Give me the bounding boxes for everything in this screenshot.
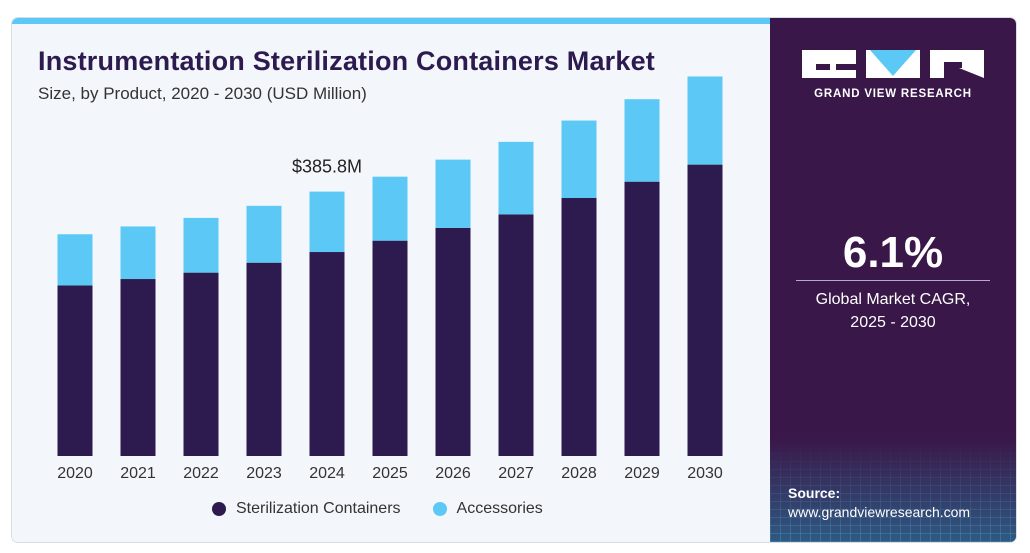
bar-accessories-2028 (561, 120, 597, 199)
x-tick-label-2027: 2027 (498, 465, 534, 482)
bar-accessories-2022 (183, 217, 219, 273)
cagr-divider (796, 280, 990, 281)
x-tick-label-2021: 2021 (120, 465, 156, 482)
bar-accessories-2024 (309, 191, 345, 253)
legend-swatch-accessories (432, 502, 447, 516)
x-tick-label-2023: 2023 (246, 465, 282, 482)
bar-sterilization-containers-2030 (687, 164, 723, 456)
chart-legend: Sterilization Containers Accessories (212, 500, 575, 518)
legend-swatch-sterilization-containers (212, 502, 226, 516)
bar-accessories-2020 (57, 234, 93, 286)
bar-sterilization-containers-2022 (183, 272, 219, 456)
bar-accessories-2027 (498, 141, 534, 215)
x-tick-label-2029: 2029 (624, 465, 660, 482)
x-tick-label-2028: 2028 (561, 465, 597, 482)
bar-accessories-2025 (372, 176, 408, 241)
top-accent-bar (12, 18, 770, 24)
x-tick-label-2030: 2030 (687, 465, 723, 482)
x-tick-label-2026: 2026 (435, 465, 471, 482)
legend-item-sterilization-containers: Sterilization Containers (212, 500, 401, 518)
bar-sterilization-containers-2023 (246, 262, 282, 456)
x-tick-label-2025: 2025 (372, 465, 408, 482)
bar-sterilization-containers-2028 (561, 198, 597, 456)
source-title: Source: (788, 485, 841, 501)
chart-subtitle: Size, by Product, 2020 - 2030 (USD Milli… (38, 84, 367, 103)
source-block: Source: www.grandviewresearch.com (788, 484, 970, 522)
legend-item-accessories: Accessories (432, 500, 543, 518)
cagr-value: 6.1% (842, 228, 944, 277)
bar-accessories-2029 (624, 99, 660, 182)
bar-accessories-2023 (246, 205, 282, 263)
cagr-label-line1: Global Market CAGR, (815, 291, 971, 308)
source-url[interactable]: www.grandviewresearch.com (788, 504, 971, 520)
infographic-frame: Instrumentation Sterilization Containers… (12, 18, 1016, 542)
cagr-label: Global Market CAGR, 2025 - 2030 (770, 288, 1016, 334)
legend-label-sterilization-containers: Sterilization Containers (236, 500, 401, 517)
x-tick-label-2020: 2020 (57, 465, 93, 482)
chart-panel: Instrumentation Sterilization Containers… (12, 18, 770, 542)
chart-title: Instrumentation Sterilization Containers… (38, 46, 655, 76)
bar-sterilization-containers-2025 (372, 240, 408, 456)
decorative-grid-background (770, 438, 1016, 542)
bar-sterilization-containers-2020 (57, 285, 93, 456)
bar-sterilization-containers-2021 (120, 279, 156, 456)
grand-view-research-logo (802, 50, 984, 78)
bar-accessories-2026 (435, 159, 471, 228)
bar-chart: 2020 2021 2022 2023 2024 2025 2026 2027 2028 2029… (57, 76, 723, 482)
legend-label-accessories: Accessories (456, 500, 543, 517)
bar-sterilization-containers-2027 (498, 214, 534, 456)
data-label-2024: $385.8M (292, 157, 362, 177)
cagr-label-line2: 2025 - 2030 (850, 314, 936, 331)
bar-sterilization-containers-2026 (435, 227, 471, 456)
bar-accessories-2030 (687, 76, 723, 165)
x-tick-label-2024: 2024 (309, 465, 345, 482)
bar-accessories-2021 (120, 226, 156, 280)
info-panel: GRAND VIEW RESEARCH 6.1% Global Market C… (770, 18, 1016, 542)
brand-name: GRAND VIEW RESEARCH (814, 88, 972, 100)
bar-sterilization-containers-2029 (624, 181, 660, 456)
x-tick-label-2022: 2022 (183, 465, 219, 482)
bar-sterilization-containers-2024 (309, 252, 345, 456)
